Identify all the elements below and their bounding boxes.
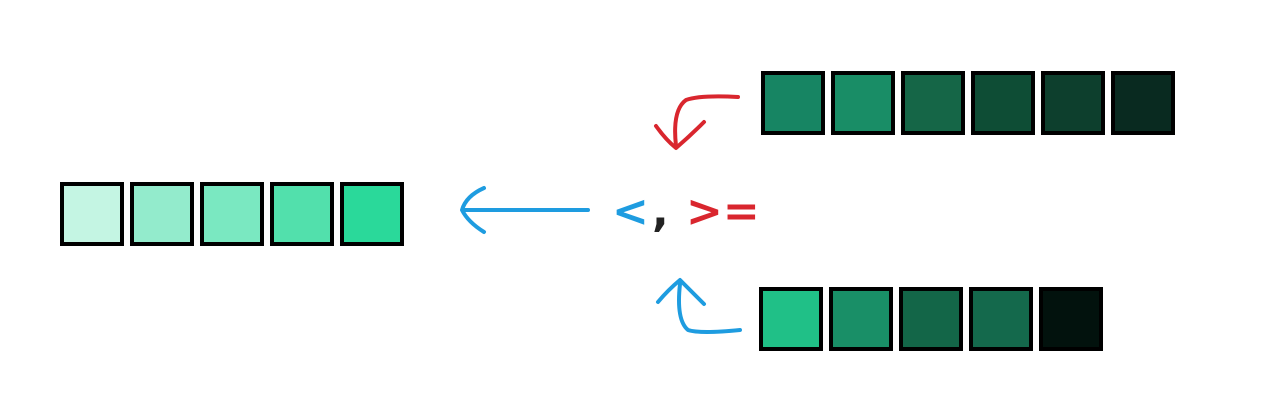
input-bottom-cell-3 bbox=[899, 287, 963, 351]
result-left-cell-5 bbox=[340, 182, 404, 246]
result-left-cell-2 bbox=[130, 182, 194, 246]
separator-comma: , bbox=[652, 186, 669, 237]
greater-equal-operator: >= bbox=[686, 186, 760, 237]
result-left-cell-1 bbox=[60, 182, 124, 246]
input-top-cell-1 bbox=[761, 71, 825, 135]
input-bottom-cell-1 bbox=[759, 287, 823, 351]
input-bottom-cell-2 bbox=[829, 287, 893, 351]
red-curved-arrow-icon bbox=[654, 94, 740, 150]
result-strip-left bbox=[60, 182, 404, 246]
less-than-operator: < bbox=[612, 186, 649, 237]
blue-left-arrow-icon bbox=[460, 186, 590, 234]
input-strip-top bbox=[761, 71, 1175, 135]
input-top-cell-5 bbox=[1041, 71, 1105, 135]
input-top-cell-3 bbox=[901, 71, 965, 135]
input-bottom-cell-4 bbox=[969, 287, 1033, 351]
blue-curved-arrow-icon bbox=[656, 278, 742, 334]
result-left-cell-4 bbox=[270, 182, 334, 246]
result-left-cell-3 bbox=[200, 182, 264, 246]
input-top-cell-4 bbox=[971, 71, 1035, 135]
input-bottom-cell-5 bbox=[1039, 287, 1103, 351]
input-strip-bottom bbox=[759, 287, 1103, 351]
input-top-cell-6 bbox=[1111, 71, 1175, 135]
input-top-cell-2 bbox=[831, 71, 895, 135]
